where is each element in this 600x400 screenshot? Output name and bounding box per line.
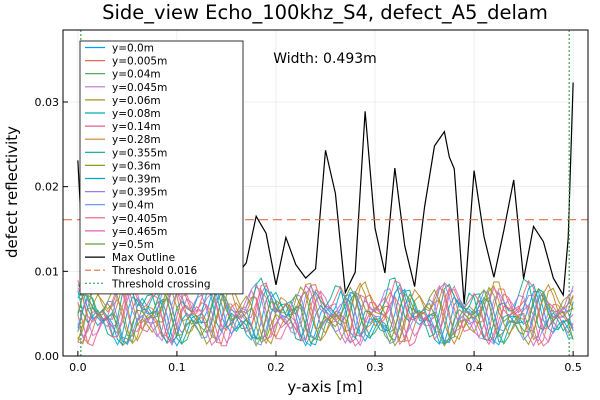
x-tick-label: 0.4 [465, 361, 483, 374]
x-axis-label: y-axis [m] [287, 378, 362, 396]
y-tick-label: 0.02 [35, 181, 60, 194]
legend: y=0.0my=0.005my=0.04my=0.045my=0.06my=0.… [79, 40, 244, 295]
legend-label: y=0.28m [112, 134, 161, 146]
y-axis-label: defect reflectivity [3, 126, 21, 258]
legend-label: y=0.5m [112, 239, 154, 251]
legend-label: Threshold crossing [111, 278, 211, 290]
x-tick-label: 0.2 [267, 361, 285, 374]
legend-label: Threshold 0.016 [111, 265, 197, 277]
x-tick-label: 0.5 [564, 361, 582, 374]
series-line [77, 282, 574, 347]
legend-label: y=0.14m [112, 121, 161, 133]
legend-label: y=0.36m [112, 160, 161, 172]
axis-ticks: 0.0 0.1 0.2 0.3 0.4 0.5 0.00 0.01 0.02 0.03 [35, 96, 582, 374]
legend-label: y=0.355m [112, 147, 167, 159]
legend-label: y=0.08m [112, 108, 161, 120]
legend-label: y=0.465m [112, 226, 167, 238]
y-tick-label: 0.01 [35, 265, 60, 278]
legend-box [79, 40, 244, 295]
legend-label: y=0.4m [112, 200, 154, 212]
y-tick-label: 0.03 [35, 96, 60, 109]
series-line [77, 276, 574, 344]
legend-label: y=0.045m [112, 82, 167, 94]
width-annotation: Width: 0.493m [273, 51, 377, 67]
legend-label: y=0.04m [112, 69, 161, 81]
legend-label: y=0.0m [112, 43, 154, 55]
chart-title: Side_view Echo_100khz_S4, defect_A5_dela… [102, 1, 548, 24]
x-tick-label: 0.3 [366, 361, 384, 374]
legend-label: y=0.39m [112, 174, 161, 186]
legend-label: Max Outline [112, 252, 175, 264]
series-line [77, 279, 574, 342]
x-tick-label: 0.0 [69, 361, 87, 374]
y-tick-label: 0.00 [35, 350, 60, 363]
plot-frame [62, 29, 589, 357]
series-line [77, 281, 574, 344]
legend-label: y=0.005m [112, 56, 167, 68]
x-tick-label: 0.1 [168, 361, 186, 374]
legend-label: y=0.405m [112, 213, 167, 225]
legend-label: y=0.395m [112, 187, 167, 199]
legend-label: y=0.06m [112, 95, 161, 107]
series-line [77, 284, 574, 347]
